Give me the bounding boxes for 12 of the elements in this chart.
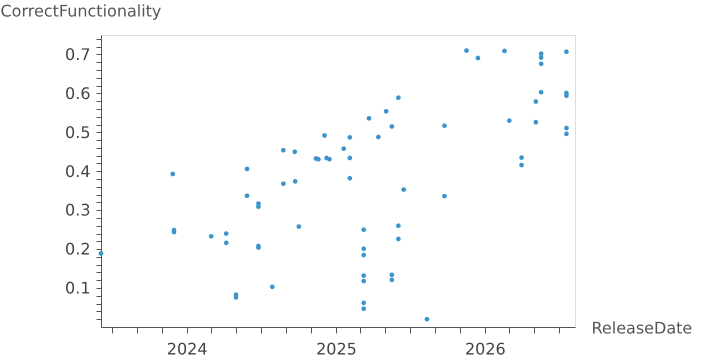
y-tick-label: 0.1 bbox=[65, 278, 90, 298]
y-tick-label: 0.6 bbox=[65, 84, 90, 103]
x-tick-label: 2024 bbox=[166, 340, 208, 358]
y-tick-label: 0.3 bbox=[65, 200, 90, 220]
y-tick-label: 0.5 bbox=[65, 122, 90, 142]
y-tick-label: 0.2 bbox=[65, 240, 90, 259]
x-tick-label: 2025 bbox=[316, 340, 357, 358]
y-tick-label: 0.4 bbox=[65, 162, 90, 181]
x-tick-label: 2026 bbox=[464, 340, 506, 358]
x-axis-title: ReleaseDate bbox=[592, 318, 692, 338]
y-axis-title: CorrectFunctionality bbox=[0, 2, 162, 20]
y-tick-label: 0.7 bbox=[65, 44, 90, 64]
